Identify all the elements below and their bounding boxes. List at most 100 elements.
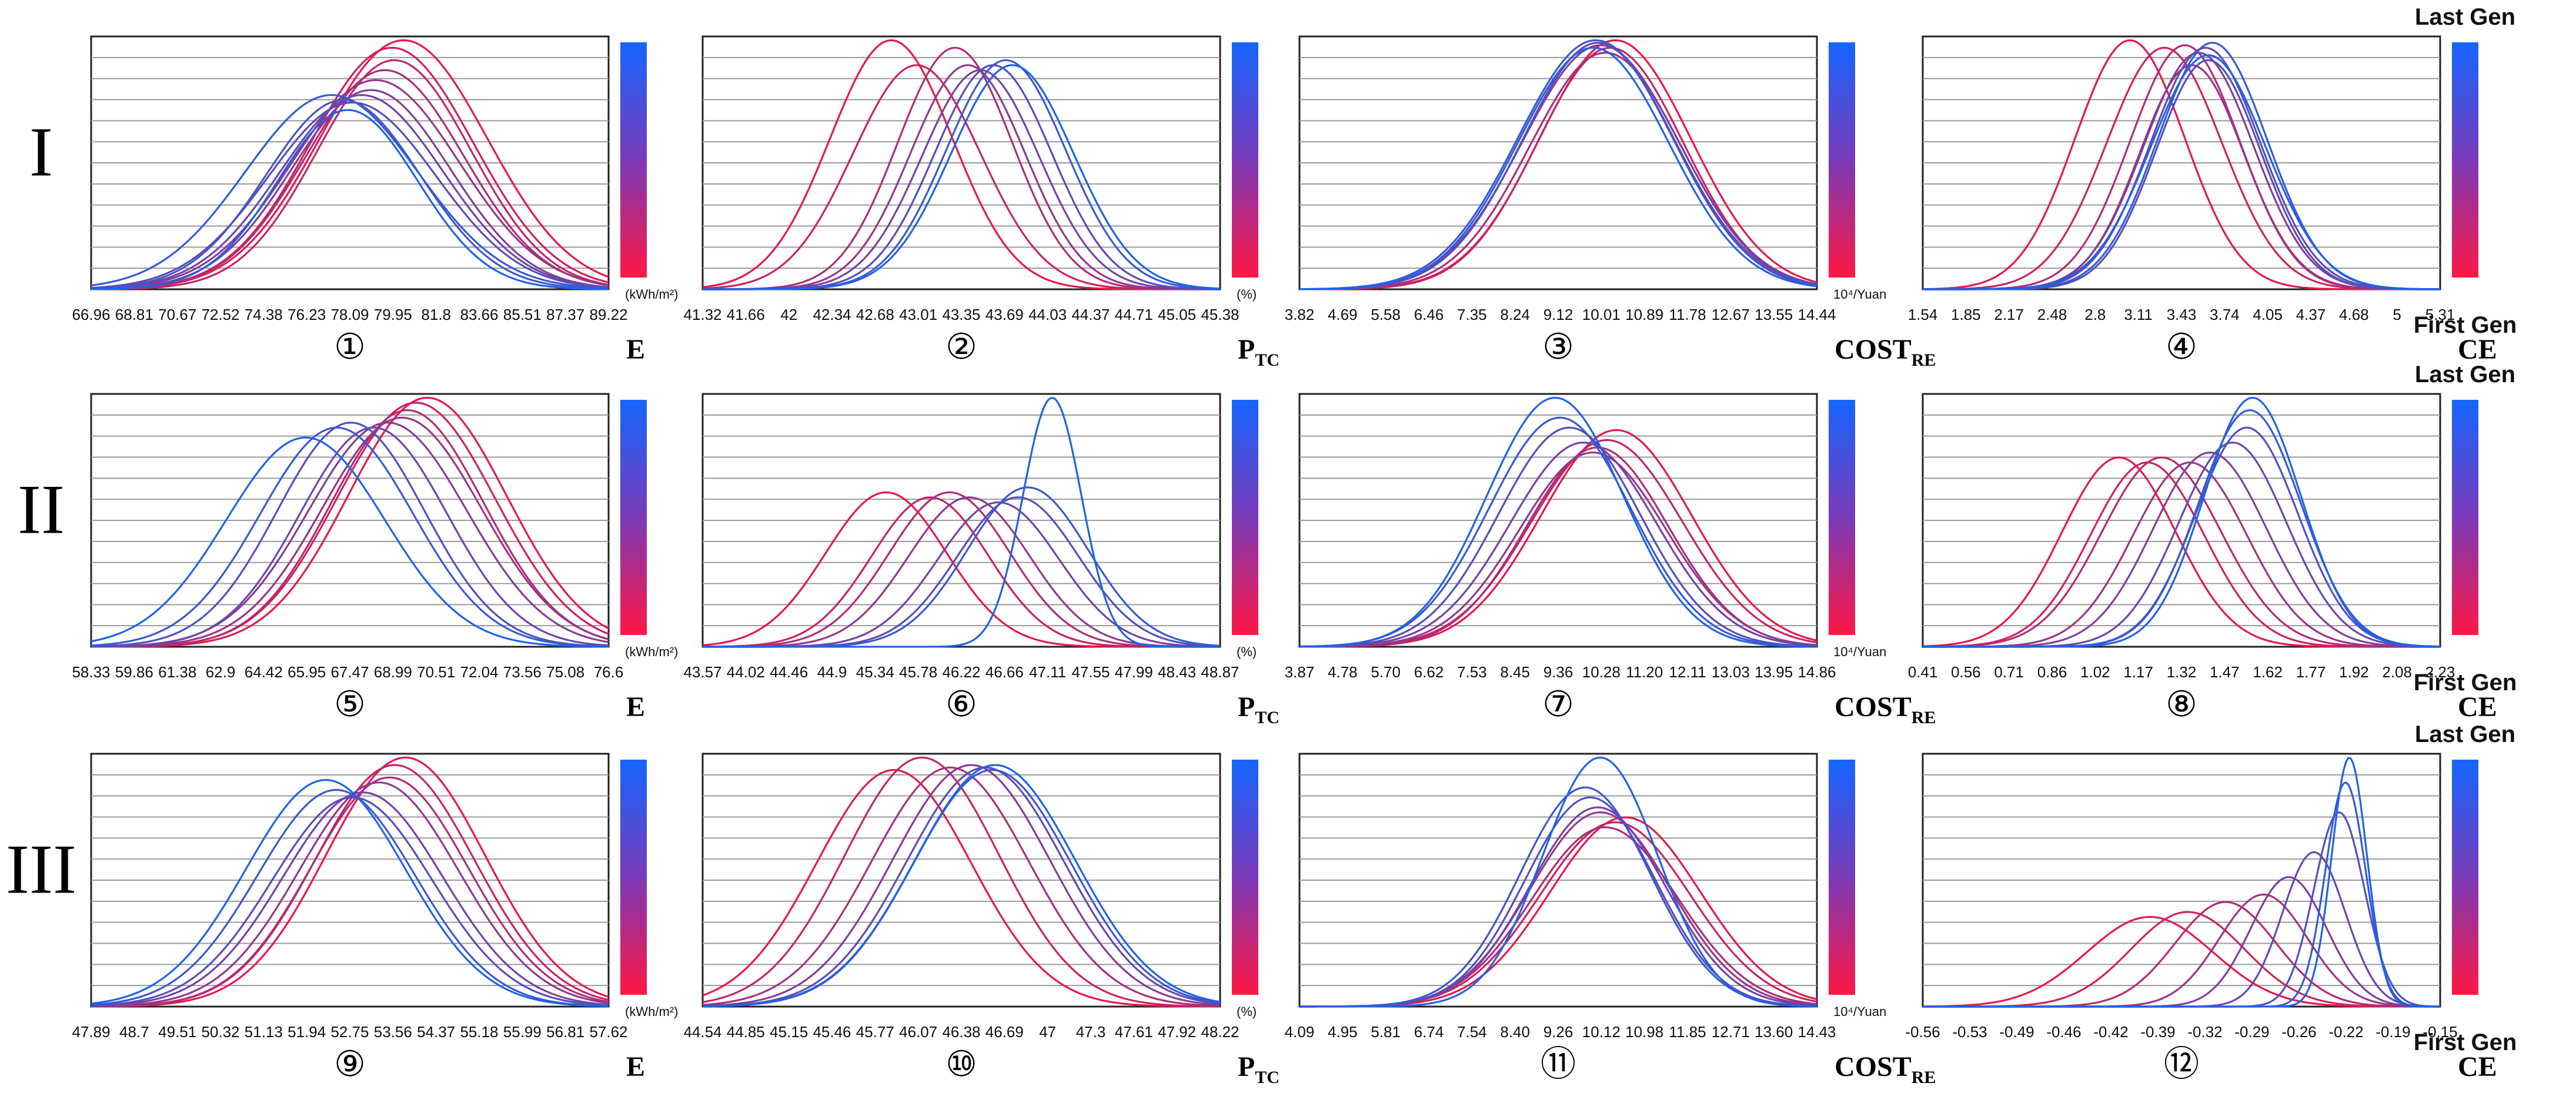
series-line-5 xyxy=(91,79,609,290)
x-tick-label: 2.23 xyxy=(2425,663,2455,681)
x-tick-label: 46.66 xyxy=(985,663,1024,681)
chart-panel-10: 44.54 44.85 45.15 45.46 45.77 46.07 46.38 46.69… xyxy=(683,753,1279,1087)
x-tick-label: 45.34 xyxy=(856,663,894,681)
chart-panel-9: 47.89 48.7 49.51 50.32 51.13 51.94 52.75 53.56 5… xyxy=(72,753,678,1085)
variable-name: COST xyxy=(1835,1051,1912,1082)
variable-name: P xyxy=(1238,1051,1255,1082)
x-tick-label: 75.08 xyxy=(546,663,584,681)
variable-label: E xyxy=(626,691,645,723)
x-tick-label: 48.87 xyxy=(1201,663,1239,681)
x-tick-label: 57.62 xyxy=(589,1023,627,1041)
x-tick-label: 66.96 xyxy=(72,306,110,323)
variable-subscript: TC xyxy=(1255,708,1279,727)
colorbar xyxy=(2452,760,2478,995)
x-tick-label: 72.52 xyxy=(201,306,239,323)
series-line-7 xyxy=(1299,46,1817,290)
x-tick-label: 4.95 xyxy=(1328,1023,1358,1041)
x-tick-label: 54.37 xyxy=(417,1023,455,1041)
x-tick-label: 14.44 xyxy=(1797,306,1836,323)
x-tick-label: -0.56 xyxy=(1905,1023,1940,1041)
last-gen-label: Last Gen xyxy=(2415,721,2515,747)
x-tick-label: -0.26 xyxy=(2281,1023,2316,1041)
series-line-5 xyxy=(91,791,609,1007)
x-tick-label: 44.54 xyxy=(683,1023,721,1041)
x-tick-label: 5.58 xyxy=(1371,306,1401,323)
x-tick-label: 4.68 xyxy=(2339,306,2369,323)
x-tick-label: 44.02 xyxy=(727,663,765,681)
variable-name: COST xyxy=(1835,691,1912,723)
x-tick-label: 58.33 xyxy=(72,663,110,681)
x-tick-label: 4.78 xyxy=(1328,663,1358,681)
x-tick-label: 12.71 xyxy=(1712,1023,1750,1041)
colorbar xyxy=(620,400,647,635)
variable-name: CE xyxy=(2458,334,2497,365)
x-tick-label: -0.29 xyxy=(2234,1023,2269,1041)
colorbar xyxy=(620,760,647,995)
x-tick-label: 0.41 xyxy=(1908,663,1938,681)
x-tick-label: -0.46 xyxy=(2046,1023,2081,1041)
x-tick-label: 76.6 xyxy=(594,663,624,681)
x-tick-label: 44.9 xyxy=(817,663,847,681)
x-tick-label: 1.85 xyxy=(1951,306,1981,323)
x-tick-label: 1.47 xyxy=(2210,663,2240,681)
x-tick-label: 47.92 xyxy=(1158,1023,1196,1041)
x-tick-label: 74.38 xyxy=(245,306,283,323)
variable-label: COSTRE xyxy=(1835,691,1936,727)
variable-name: P xyxy=(1238,334,1255,365)
x-tick-label: 10.28 xyxy=(1582,663,1621,681)
series-line-6 xyxy=(1299,426,1817,648)
series-line-3 xyxy=(703,491,1220,648)
series-line-3 xyxy=(1923,456,2440,648)
x-tick-label: 3.11 xyxy=(2124,306,2153,323)
x-tick-label: 4.69 xyxy=(1328,306,1358,323)
units-label: (kWh/m²) xyxy=(625,1004,678,1019)
series-line-6 xyxy=(1299,39,1817,290)
x-tick-label: 43.01 xyxy=(899,306,937,323)
series-line-6 xyxy=(91,426,609,648)
x-tick-label: 44.03 xyxy=(1028,306,1067,323)
panel-number: ⑨ xyxy=(334,1044,366,1085)
colorbar xyxy=(1232,400,1258,635)
colorbar xyxy=(620,42,647,278)
units-label: (%) xyxy=(1237,287,1257,302)
x-tick-label: -0.39 xyxy=(2140,1023,2175,1041)
x-tick-label: 51.94 xyxy=(288,1023,326,1041)
x-tick-label: 72.04 xyxy=(460,663,498,681)
series-line-9 xyxy=(1923,54,2440,290)
units-label: (%) xyxy=(1237,644,1257,659)
x-tick-label: 41.32 xyxy=(683,306,721,323)
x-tick-label: 9.12 xyxy=(1543,306,1573,323)
series-line-8 xyxy=(91,778,609,1007)
x-tick-label: 11.85 xyxy=(1669,1023,1706,1041)
series-line-8 xyxy=(1299,756,1817,1008)
panel-number: ① xyxy=(334,326,366,367)
x-tick-label: 4.37 xyxy=(2296,306,2326,323)
x-tick-label: 1.62 xyxy=(2253,663,2283,681)
variable-subscript: RE xyxy=(1912,708,1936,727)
units-label: (kWh/m²) xyxy=(625,287,678,302)
x-tick-label: 6.62 xyxy=(1414,663,1444,681)
x-tick-label: 42 xyxy=(780,306,797,323)
variable-label: COSTRE xyxy=(1835,1051,1936,1087)
colorbar xyxy=(2452,42,2478,278)
series-line-10 xyxy=(91,93,609,289)
panel-number: ⑤ xyxy=(334,684,366,725)
last-gen-label: Last Gen xyxy=(2415,4,2515,30)
x-tick-label: 89.22 xyxy=(589,306,627,323)
x-tick-label: 44.46 xyxy=(770,663,808,681)
variable-name: E xyxy=(626,1051,645,1082)
x-tick-label: 1.92 xyxy=(2339,663,2369,681)
x-tick-label: 44.37 xyxy=(1071,306,1110,323)
x-tick-label: 56.81 xyxy=(546,1023,584,1041)
x-tick-label: 46.69 xyxy=(985,1023,1024,1041)
x-tick-label: -0.42 xyxy=(2093,1023,2128,1041)
series-line-3 xyxy=(91,776,609,1008)
panel-number: ③ xyxy=(1542,326,1574,367)
x-tick-label: 45.15 xyxy=(770,1023,808,1041)
variable-name: CE xyxy=(2458,1051,2497,1082)
units-label: (%) xyxy=(1237,1004,1257,1019)
x-tick-label: 12.67 xyxy=(1712,306,1750,323)
x-tick-label: 0.86 xyxy=(2037,663,2067,681)
series-line-7 xyxy=(91,93,609,290)
